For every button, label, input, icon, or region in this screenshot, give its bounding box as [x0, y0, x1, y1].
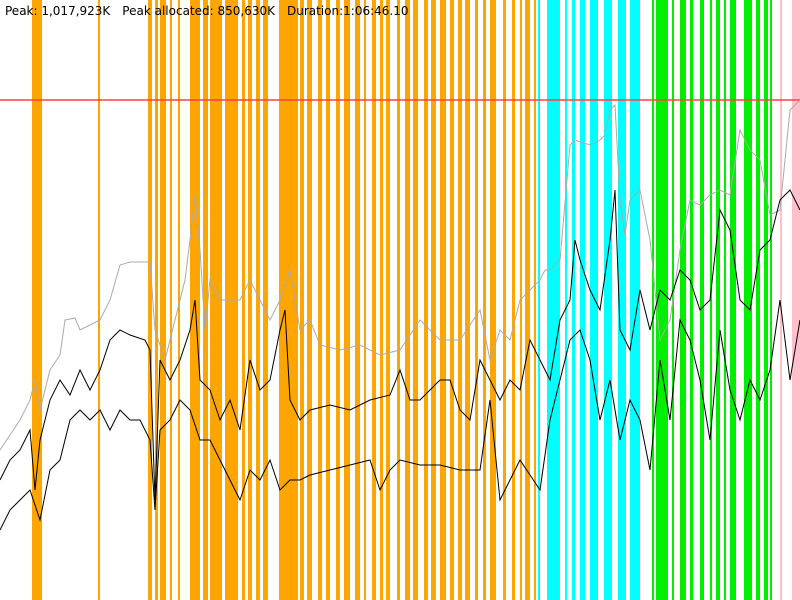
- peak-allocated-label: Peak allocated: 850,630K: [122, 4, 275, 18]
- pink-events: [780, 0, 800, 600]
- duration-label: Duration:1:06:46.10: [286, 4, 409, 18]
- orange-events: [32, 0, 536, 600]
- committed-line: [0, 99, 800, 451]
- used-line: [0, 299, 800, 531]
- cyan-events: [538, 0, 640, 600]
- allocated-line: [0, 189, 800, 501]
- peak-label: Peak: 1,017,923K: [5, 4, 111, 18]
- green-events: [652, 0, 772, 600]
- header: Peak: 1,017,923K Peak allocated: 850,630K…: [5, 4, 421, 18]
